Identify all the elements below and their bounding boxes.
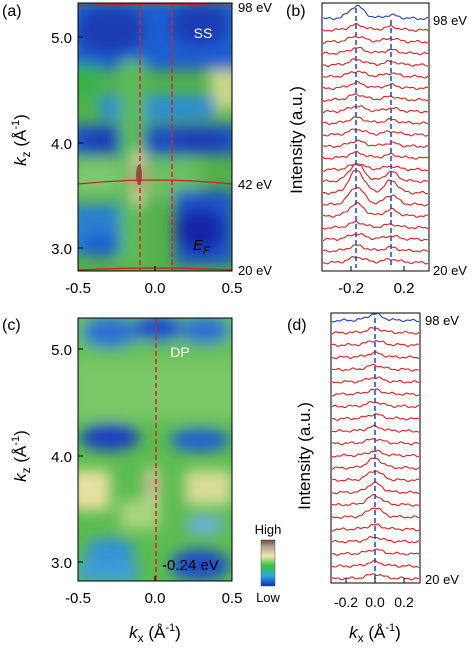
panel-a-ytick-5: 5.0 [51,30,72,47]
panel-c-ytick-3: 3.0 [51,555,72,572]
panel-c-ytick-5: 5.0 [51,342,72,359]
panel-b-curve [322,139,429,148]
panel-d-98ev: 98 eV [425,313,459,328]
panel-b-curve [322,22,429,32]
panel-d-ylabel: Intensity (a.u.) [295,402,314,510]
panel-b-ylabel: Intensity (a.u.) [287,86,306,194]
panel-b-curve [322,128,429,137]
panel-d-curve [331,388,420,397]
panel-a-xtick-neg: -0.5 [65,280,91,297]
panel-b-curve [322,80,429,91]
panel-b-curve [322,163,429,184]
panel-a-xtick-pos: 0.5 [222,280,243,297]
panel-d-curve [331,413,420,421]
panel-b-curve [322,256,429,265]
panel-a-xtick-zero: 0.0 [145,280,166,297]
panel-a-ef-label: EF [193,237,211,257]
panel-d-curve [331,548,420,556]
panel-d-xlabel: kx (Å-1) [349,622,401,645]
panel-d-xtick-zero: 0.0 [365,594,385,610]
colorbar-low: Low [256,590,280,605]
panel-a-ylabel: kz (Å-1) [10,114,33,166]
panel-b-curve [322,93,429,102]
panel-a-ss-label: SS [194,25,213,41]
colorbar-high: High [255,522,282,537]
panel-b-curve [322,70,429,79]
panel-b-curve [322,58,429,68]
panel-d-xtick-pos: 0.2 [394,594,414,610]
panel-b-frame [321,2,430,272]
panel-b-curve [322,116,429,125]
panel-c: 5.0 4.0 3.0 -0.5 0.0 0.5 (c) DP -0.24 eV… [2,317,282,645]
panel-a-heatmap [78,3,232,271]
panel-b-curve [322,105,428,114]
panel-b-curve [322,163,429,172]
panel-b-98ev: 98 eV [433,13,467,28]
panel-b-curve [322,150,429,160]
panel-a-42ev-curve [78,179,232,185]
colorbar [260,539,276,587]
panel-d-20ev: 20 eV [425,572,459,587]
panel-a-label: (a) [2,3,22,20]
panel-b-curve [323,4,429,21]
panel-d-curve [331,449,420,458]
panel-a-42ev: 42 eV [238,177,272,192]
panel-b-curve [322,186,429,207]
panel-b-label: (b) [286,3,306,20]
panel-b-curve [322,169,429,195]
panel-d-label: (d) [287,317,307,334]
panel-c-ytick-4: 4.0 [51,449,72,466]
panel-c-label: (c) [2,317,21,334]
panel-b-curve [322,46,429,56]
panel-d-curve [331,507,419,519]
panel-b-curves [322,4,429,265]
panel-d-curve [331,523,420,532]
panel-b-curve [322,220,429,230]
panel-c-xtick-neg: -0.5 [65,590,91,607]
panel-d-xtick-neg: -0.2 [334,594,358,610]
panel-b-curve [322,233,428,242]
panel-c-xtick-zero: 0.0 [145,590,166,607]
panel-c-dp-label: DP [170,344,189,360]
panel-b-curve [322,35,429,44]
panel-a-98ev-curve [78,3,232,7]
panel-c-heatmap [78,318,232,581]
panel-d-curve [331,340,420,347]
panel-b-curve [322,244,428,253]
panel-c-energy-label: -0.24 eV [162,557,219,574]
panel-c-xlabel: kx (Å-1) [129,622,181,645]
panel-a-ytick-3: 3.0 [51,241,72,258]
panel-c-xtick-pos: 0.5 [222,590,243,607]
panel-b-xtick-neg: -0.2 [338,280,364,297]
panel-b-curve [322,201,429,218]
panel-d: -0.2 0.0 0.2 (d) 98 eV 20 eV Intensity (… [287,312,459,645]
panel-b: -0.2 0.2 (b) 98 eV 20 eV Intensity (a.u.… [286,2,467,297]
panel-b-20ev: 20 eV [433,263,467,278]
panel-d-curve [331,312,420,323]
panel-d-curve [332,363,420,372]
panel-a-98ev: 98 eV [238,0,272,15]
panel-c-ylabel: kz (Å-1) [10,430,33,482]
panel-a: 5.0 4.0 3.0 -0.5 0.0 0.5 (a) SS EF 98 eV… [2,0,272,297]
panel-a-ytick-4: 4.0 [51,136,72,153]
panel-a-20ev: 20 eV [238,263,272,278]
panel-b-xtick-pos: 0.2 [394,280,415,297]
